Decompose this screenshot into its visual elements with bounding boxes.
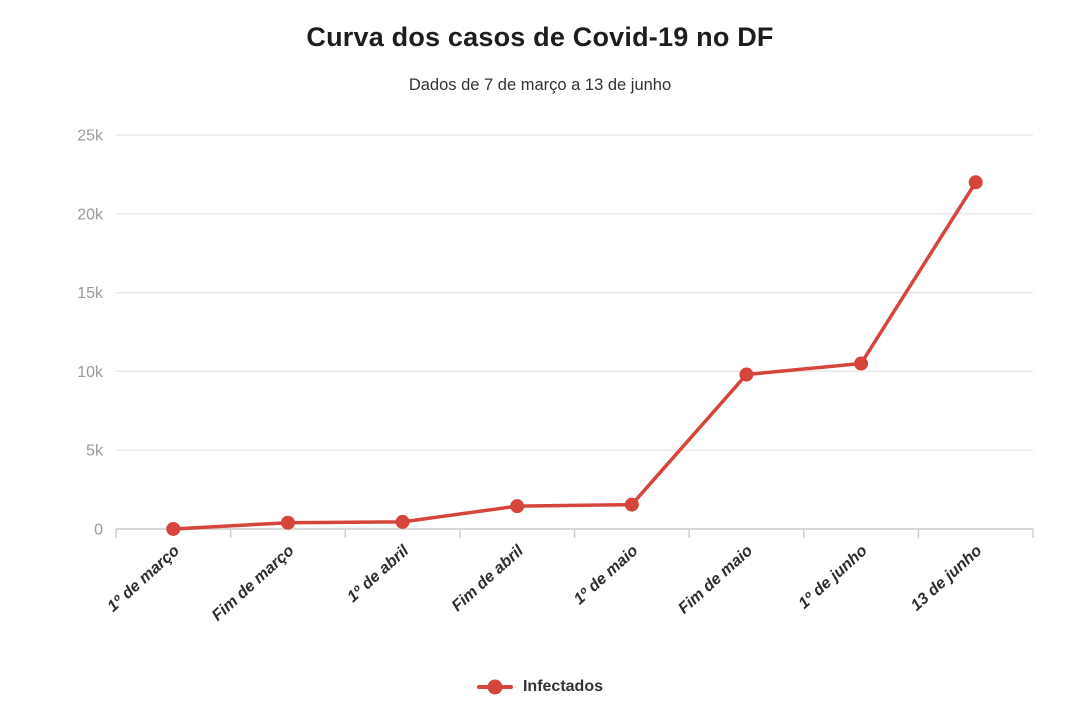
- x-axis-category-label: 1º de maio: [571, 542, 642, 608]
- legend-item-infectados[interactable]: Infectados: [476, 678, 603, 696]
- data-point[interactable]: [624, 497, 639, 512]
- y-axis-tick-label: 25k: [77, 128, 104, 145]
- chart-subtitle: Dados de 7 de março a 13 de junho: [408, 76, 672, 94]
- line-marker-icon: [476, 679, 513, 695]
- data-point[interactable]: [395, 514, 410, 529]
- data-point[interactable]: [166, 521, 181, 536]
- series-line: [171, 180, 978, 531]
- x-axis-category-label: 13 de junho: [908, 542, 986, 614]
- x-axis-category-label: Fim de maio: [675, 542, 756, 617]
- x-axis-category-label: Fim de março: [209, 542, 298, 624]
- y-axis-tick-label: 20k: [77, 206, 104, 223]
- x-axis-category-label: 1º de abril: [344, 542, 412, 606]
- x-axis-category-label: 1º de março: [104, 542, 183, 615]
- y-axis-tick-label: 0: [94, 522, 103, 539]
- data-point[interactable]: [510, 499, 525, 514]
- legend-label: Infectados: [522, 678, 603, 695]
- data-point[interactable]: [739, 367, 754, 382]
- y-axis-tick-label: 15k: [77, 285, 104, 302]
- data-point[interactable]: [280, 515, 295, 530]
- x-axis-category-label: 1º de junho: [796, 542, 871, 612]
- data-point[interactable]: [968, 175, 983, 190]
- point-marker-icon: [487, 679, 503, 695]
- x-axis-category-label: Fim de abril: [449, 542, 528, 615]
- y-axis-tick-label: 5k: [86, 443, 104, 460]
- y-axis-tick-label: 10k: [77, 364, 104, 381]
- data-point[interactable]: [854, 356, 869, 371]
- chart-title: Curva dos casos de Covid-19 no DF: [306, 22, 774, 52]
- chart-legend: Infectados: [0, 671, 1080, 703]
